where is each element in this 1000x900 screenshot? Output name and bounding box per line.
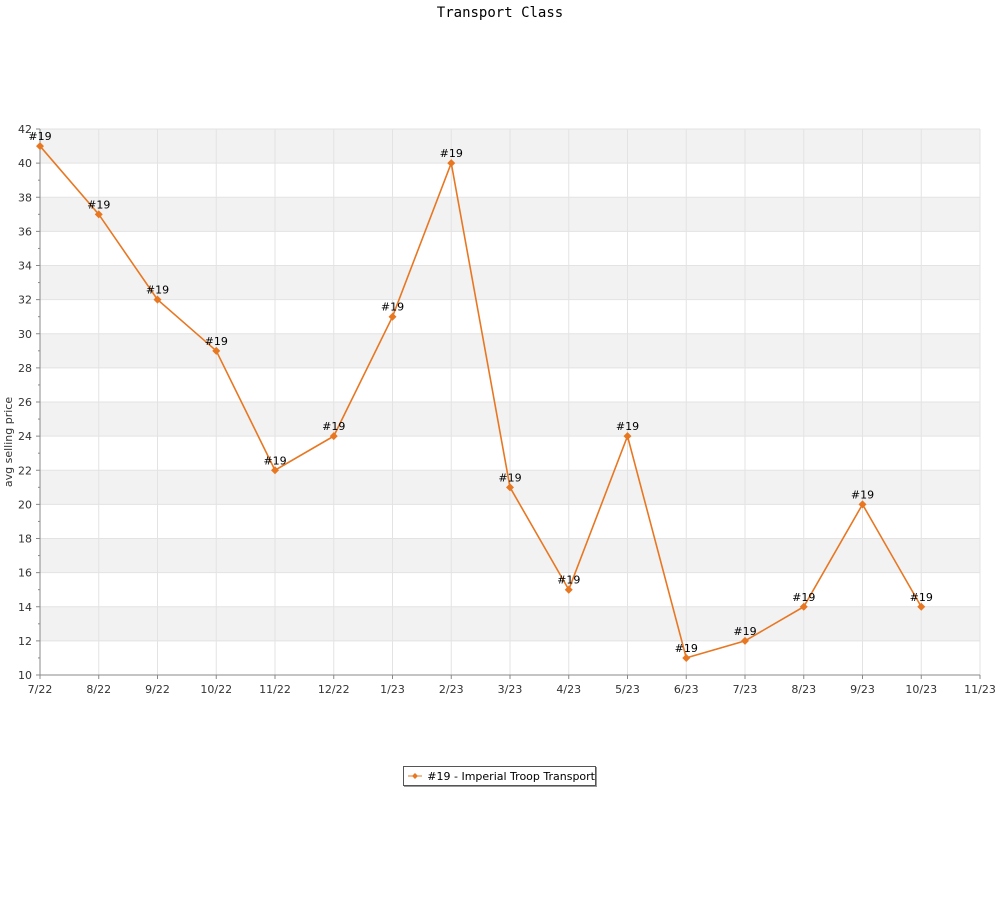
y-tick-label: 16 bbox=[18, 567, 32, 580]
data-point bbox=[682, 653, 691, 662]
data-label: #19 bbox=[381, 301, 404, 314]
y-tick-label: 28 bbox=[18, 362, 32, 375]
data-label: #19 bbox=[146, 284, 169, 297]
data-label: #19 bbox=[792, 591, 815, 604]
x-tick-label: 11/23 bbox=[964, 683, 996, 696]
chart-title: Transport Class bbox=[436, 5, 564, 21]
data-point bbox=[506, 483, 514, 492]
y-tick-label: 22 bbox=[18, 464, 32, 477]
x-tick-label: 3/23 bbox=[498, 683, 523, 696]
data-point bbox=[741, 636, 749, 645]
x-tick-label: 8/23 bbox=[791, 683, 816, 696]
data-label: #19 bbox=[28, 130, 51, 143]
data-point bbox=[623, 432, 632, 441]
x-tick-label: 8/22 bbox=[86, 683, 111, 696]
y-tick-label: 10 bbox=[18, 669, 32, 682]
data-point bbox=[271, 466, 279, 475]
data-label: #19 bbox=[498, 471, 521, 484]
data-label: #19 bbox=[675, 642, 698, 655]
legend: #19 - Imperial Troop Transport bbox=[403, 766, 596, 786]
y-tick-label: 40 bbox=[18, 157, 32, 170]
data-label: #19 bbox=[87, 198, 110, 211]
data-point bbox=[858, 500, 867, 509]
y-tick-label: 20 bbox=[18, 498, 32, 511]
legend-label: #19 - Imperial Troop Transport bbox=[427, 769, 595, 783]
x-tick-label: 5/23 bbox=[615, 683, 640, 696]
data-point bbox=[799, 602, 808, 611]
y-tick-label: 24 bbox=[18, 430, 32, 443]
data-label: #19 bbox=[733, 625, 756, 638]
x-tick-label: 7/23 bbox=[733, 683, 758, 696]
data-label: #19 bbox=[205, 335, 228, 348]
x-tick-label: 10/22 bbox=[200, 683, 232, 696]
y-tick-label: 38 bbox=[18, 191, 32, 204]
data-point bbox=[447, 159, 456, 168]
data-point bbox=[153, 295, 162, 304]
data-label: #19 bbox=[263, 454, 286, 467]
data-point bbox=[94, 210, 103, 219]
y-tick-label: 36 bbox=[18, 225, 32, 238]
x-tick-label: 7/22 bbox=[28, 683, 53, 696]
y-tick-label: 26 bbox=[18, 396, 32, 409]
data-label: #19 bbox=[557, 574, 580, 587]
y-tick-label: 42 bbox=[18, 123, 32, 136]
x-tick-label: 9/23 bbox=[850, 683, 875, 696]
y-tick-label: 30 bbox=[18, 328, 32, 341]
x-tick-label: 2/23 bbox=[439, 683, 464, 696]
data-point bbox=[388, 312, 397, 321]
data-label: #19 bbox=[616, 420, 639, 433]
data-point bbox=[329, 432, 338, 441]
y-tick-label: 12 bbox=[18, 635, 32, 648]
data-label: #19 bbox=[910, 591, 933, 604]
x-tick-label: 10/23 bbox=[905, 683, 937, 696]
y-tick-label: 14 bbox=[18, 601, 32, 614]
series-line bbox=[39, 145, 922, 659]
data-point bbox=[917, 602, 926, 611]
data-label: #19 bbox=[322, 420, 345, 433]
y-tick-label: 18 bbox=[18, 533, 32, 546]
x-tick-label: 1/23 bbox=[380, 683, 405, 696]
data-label: #19 bbox=[440, 147, 463, 160]
x-tick-label: 4/23 bbox=[556, 683, 581, 696]
data-label: #19 bbox=[851, 488, 874, 501]
x-tick-label: 11/22 bbox=[259, 683, 291, 696]
y-tick-label: 32 bbox=[18, 294, 32, 307]
x-tick-label: 9/22 bbox=[145, 683, 170, 696]
y-tick-label: 34 bbox=[18, 260, 32, 273]
data-point bbox=[564, 585, 573, 594]
x-tick-label: 12/22 bbox=[318, 683, 350, 696]
data-point bbox=[212, 346, 221, 355]
x-tick-label: 6/23 bbox=[674, 683, 699, 696]
legend-marker-icon bbox=[408, 773, 422, 779]
y-axis-title: avg selling price bbox=[2, 397, 15, 487]
data-point bbox=[36, 142, 44, 151]
